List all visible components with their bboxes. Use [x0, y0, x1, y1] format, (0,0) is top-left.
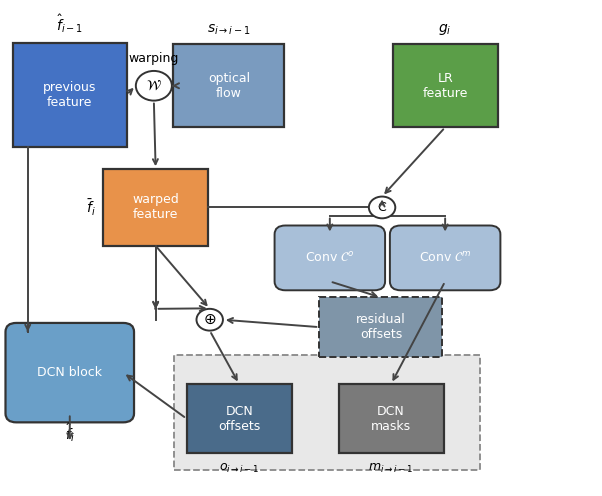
FancyBboxPatch shape: [173, 355, 480, 470]
Circle shape: [136, 71, 172, 101]
FancyBboxPatch shape: [13, 43, 127, 147]
Text: $s_{i\rightarrow i-1}$: $s_{i\rightarrow i-1}$: [207, 22, 251, 37]
Text: $\mathcal{W}$: $\mathcal{W}$: [146, 79, 162, 93]
Text: DCN block: DCN block: [37, 366, 102, 379]
Text: warped
feature: warped feature: [132, 193, 179, 221]
Text: DCN
offsets: DCN offsets: [218, 405, 260, 433]
Text: warping: warping: [129, 52, 179, 65]
FancyBboxPatch shape: [393, 44, 498, 127]
FancyBboxPatch shape: [5, 323, 134, 423]
Text: optical
flow: optical flow: [208, 72, 250, 100]
Text: $\oplus$: $\oplus$: [203, 312, 216, 327]
FancyBboxPatch shape: [338, 384, 444, 453]
Circle shape: [196, 309, 223, 331]
Text: $m_{i\rightarrow i-1}$: $m_{i\rightarrow i-1}$: [368, 462, 414, 475]
Text: residual
offsets: residual offsets: [356, 313, 406, 341]
Text: $o_{i\rightarrow i-1}$: $o_{i\rightarrow i-1}$: [219, 462, 259, 475]
FancyBboxPatch shape: [390, 226, 500, 290]
Text: $\hat{f}_i$: $\hat{f}_i$: [65, 421, 75, 443]
FancyBboxPatch shape: [187, 384, 292, 453]
Text: Conv $\mathcal{C}^m$: Conv $\mathcal{C}^m$: [419, 251, 471, 265]
Text: Conv $\mathcal{C}^o$: Conv $\mathcal{C}^o$: [305, 251, 355, 265]
FancyBboxPatch shape: [103, 169, 208, 246]
Text: $\bar{f}_i$: $\bar{f}_i$: [86, 197, 96, 218]
Text: LR
feature: LR feature: [423, 72, 468, 100]
FancyBboxPatch shape: [173, 44, 285, 127]
Text: $g_i$: $g_i$: [438, 22, 452, 37]
FancyBboxPatch shape: [275, 226, 385, 290]
Text: DCN
masks: DCN masks: [371, 405, 411, 433]
FancyBboxPatch shape: [319, 298, 442, 357]
Text: $\hat{f}_{i-1}$: $\hat{f}_{i-1}$: [57, 13, 83, 35]
Text: C: C: [377, 201, 386, 214]
Circle shape: [369, 196, 396, 218]
Text: previous
feature: previous feature: [43, 81, 96, 109]
